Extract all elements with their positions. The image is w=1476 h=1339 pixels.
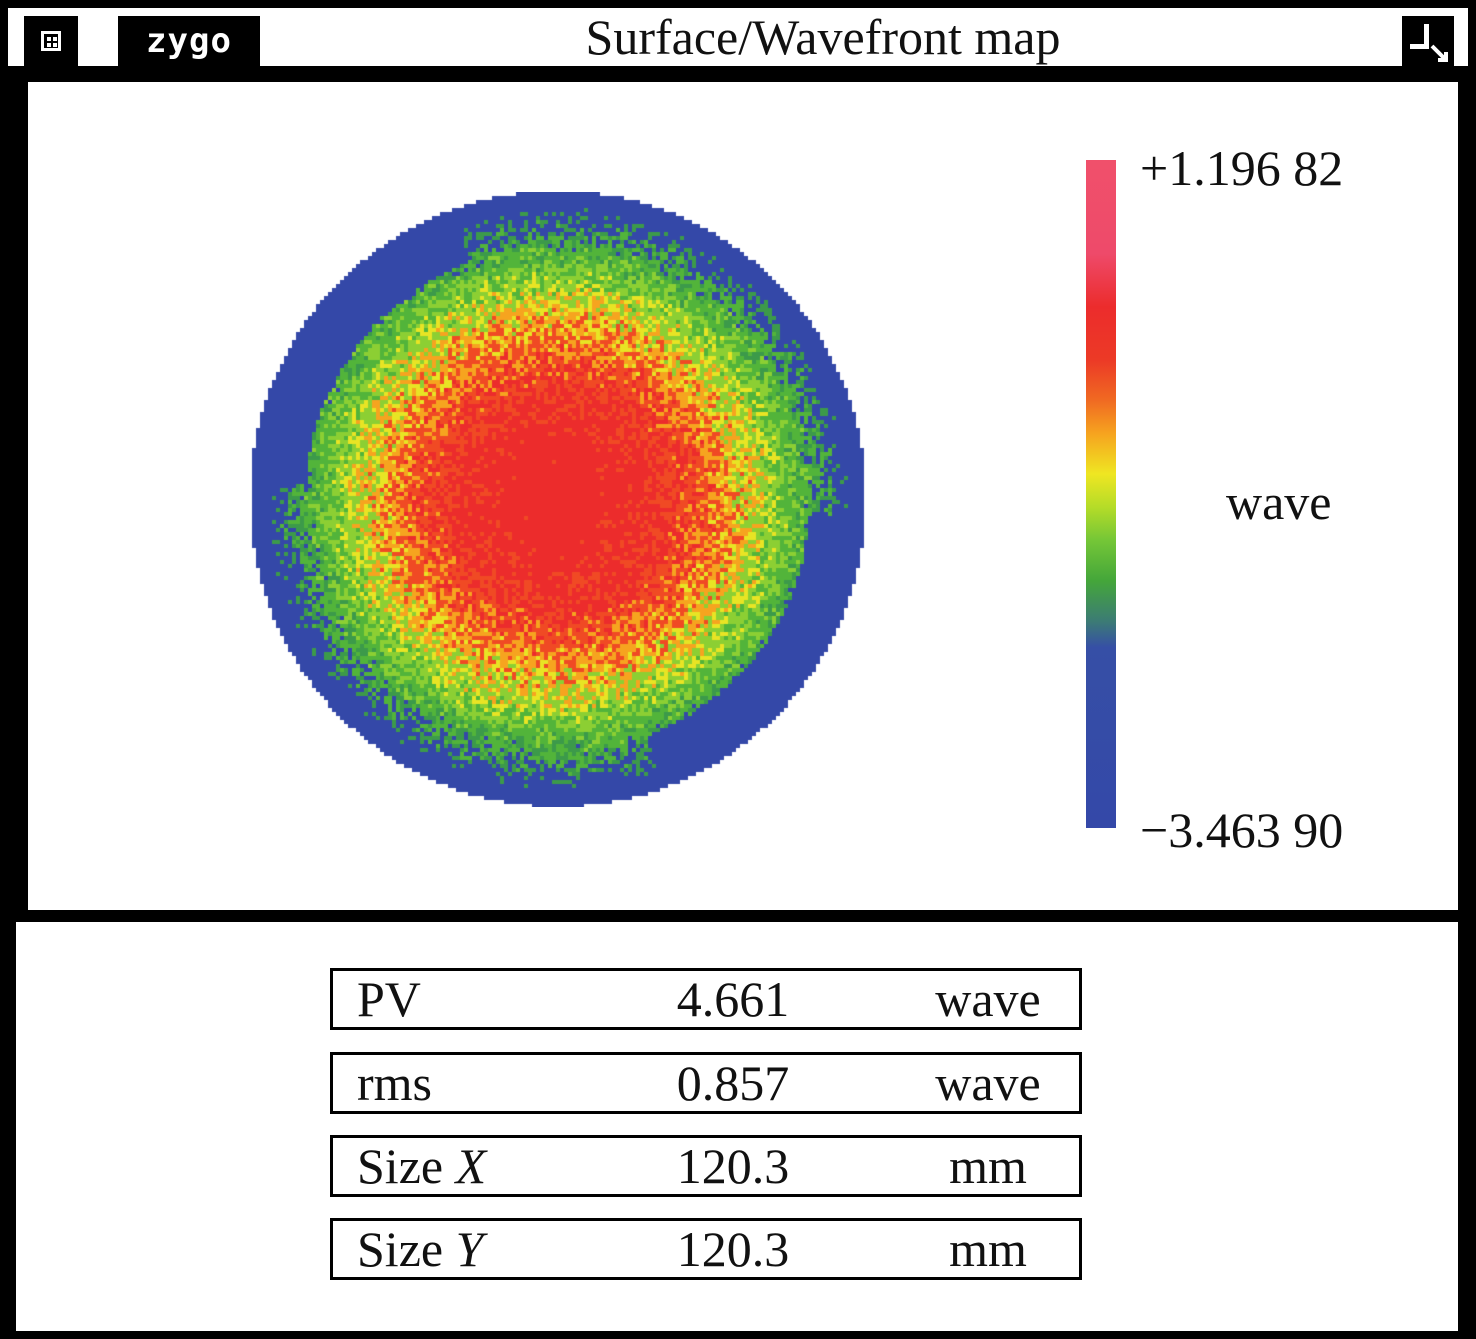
title-separator — [8, 66, 1468, 70]
stat-value: 0.857 — [676, 1055, 790, 1111]
window-title: Surface/Wavefront map — [585, 9, 1061, 65]
color-scale-unit-label: wave — [1226, 474, 1332, 530]
color-scale-max-label: +1.196 82 — [1140, 140, 1344, 196]
stat-row-rms: rms 0.857 wave — [330, 1052, 1082, 1114]
stat-unit: mm — [949, 1138, 1027, 1194]
stat-label: Size X — [357, 1138, 487, 1194]
system-menu-icon — [41, 31, 61, 51]
title-bar: zygo Surface/Wavefront map — [8, 8, 1468, 66]
logo-text: zygo — [146, 21, 232, 61]
stat-label: PV — [357, 971, 421, 1027]
stat-unit: wave — [935, 971, 1041, 1027]
stat-unit: wave — [935, 1055, 1041, 1111]
color-scale-bar — [1086, 160, 1116, 828]
stat-row-size-y: Size Y 120.3 mm — [330, 1218, 1082, 1280]
wavefront-map — [248, 192, 868, 807]
zygo-logo: zygo — [118, 16, 260, 66]
stat-row-size-x: Size X 120.3 mm — [330, 1135, 1082, 1197]
wavefront-map-panel: +1.196 82 wave −3.463 90 — [28, 82, 1458, 910]
stat-value: 4.661 — [676, 971, 790, 1027]
stat-label: Size Y — [357, 1221, 484, 1277]
stat-row-pv: PV 4.661 wave — [330, 968, 1082, 1030]
statistics-panel: PV 4.661 wave rms 0.857 wave Size X 120.… — [16, 922, 1458, 1331]
stat-label: rms — [357, 1055, 432, 1111]
stat-unit: mm — [949, 1221, 1027, 1277]
minimize-button[interactable] — [1402, 16, 1454, 66]
stat-value: 120.3 — [676, 1221, 790, 1277]
system-menu-button[interactable] — [24, 16, 78, 66]
color-scale-min-label: −3.463 90 — [1140, 802, 1344, 858]
minimize-icon — [1410, 24, 1448, 62]
stat-value: 120.3 — [676, 1138, 790, 1194]
